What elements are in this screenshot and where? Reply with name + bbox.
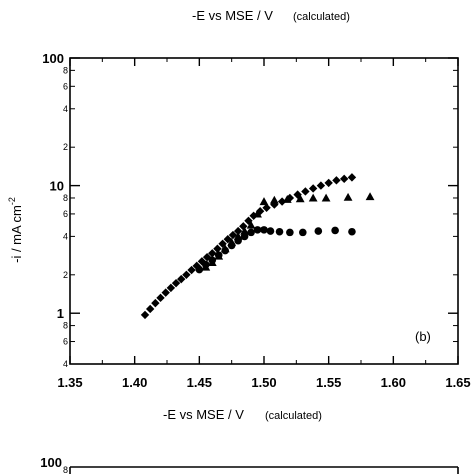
data-point-diamond [177, 274, 186, 284]
data-point-triangle [253, 209, 262, 218]
y-tick-label-1: 1 [57, 306, 64, 321]
data-point-triangle [259, 197, 269, 206]
data-point-diamond [140, 310, 150, 320]
y-minor-label: 8 [63, 321, 68, 331]
y-minor-label: 4 [63, 231, 68, 241]
data-point-diamond [332, 176, 341, 185]
y-minor-label: 2 [63, 270, 68, 280]
data-point-diamond [151, 298, 160, 308]
lower-panel-partial: 100 8 [40, 455, 459, 474]
data-point-diamond [308, 184, 318, 193]
data-point-triangle [308, 193, 318, 202]
x-tick-label-1.45: 1.45 [187, 375, 212, 390]
data-point-triangle [365, 192, 375, 201]
data-point-circle [275, 227, 284, 236]
x-tick-label-1.35: 1.35 [57, 375, 82, 390]
x-axis-ticks [69, 58, 459, 364]
data-point-diamond [228, 230, 238, 240]
y-axis-ticks [70, 57, 458, 365]
data-point-diamond [301, 187, 310, 196]
data-point-triangle [343, 192, 353, 201]
data-point-diamond [339, 174, 349, 184]
y-minor-label: 6 [63, 337, 68, 347]
data-point-diamond [145, 304, 155, 314]
panel-label: (b) [415, 329, 431, 344]
data-point-diamond [161, 288, 170, 297]
y-axis-title: -i / mA cm-2 [7, 197, 24, 263]
data-point-circle [247, 228, 255, 237]
top-axis-note: (calculated) [293, 11, 350, 23]
data-point-circle [314, 227, 323, 235]
x-axis-tick-labels: 1.35 1.40 1.45 1.50 1.55 1.60 1.65 [57, 375, 470, 390]
data-point-diamond [262, 203, 271, 213]
data-point-diamond [316, 181, 326, 190]
data-point-circle [348, 227, 356, 236]
data-point-diamond [182, 270, 191, 280]
data-point-triangle [295, 194, 305, 203]
data-point-circle [208, 256, 217, 265]
y-minor-label: 6 [63, 209, 68, 219]
data-point-diamond [233, 226, 243, 236]
data-point-triangle [269, 195, 279, 204]
y-tick-label-100: 100 [42, 51, 64, 66]
data-point-triangle [240, 226, 249, 235]
data-point-diamond [324, 178, 333, 188]
data-point-circle [253, 226, 262, 234]
x-tick-label-1.60: 1.60 [381, 375, 406, 390]
data-point-triangle [246, 220, 256, 229]
y-minor-label: 2 [63, 142, 68, 152]
data-point-circle [240, 232, 249, 241]
data-point-circle [221, 246, 229, 255]
y-minor-label: 6 [63, 81, 68, 91]
y-minor-label: 8 [63, 65, 68, 75]
data-point-diamond [277, 197, 287, 206]
series-diamond [140, 173, 357, 320]
data-point-diamond [166, 283, 176, 293]
data-point-circle [266, 227, 275, 235]
top-axis-title: -E vs MSE / V [192, 8, 273, 23]
series-circle [195, 226, 356, 274]
y-minor-label: 4 [63, 359, 68, 369]
data-point-circle [234, 236, 242, 245]
data-point-diamond [171, 278, 181, 288]
data-point-circle [260, 226, 268, 234]
x-tick-label-1.55: 1.55 [316, 375, 341, 390]
y-minor-label: 8 [63, 193, 68, 203]
data-point-diamond [156, 293, 165, 303]
lower-panel-minor-label-8: 8 [63, 465, 68, 474]
data-point-diamond [187, 265, 196, 275]
data-point-triangle [321, 193, 331, 202]
data-point-triangle [282, 194, 292, 203]
data-point-diamond [208, 249, 217, 258]
x-axis-title: -E vs MSE / V [163, 407, 244, 422]
y-tick-label-10: 10 [50, 179, 64, 194]
data-point-diamond [213, 244, 222, 253]
data-point-circle [214, 251, 223, 259]
data-point-circle [227, 241, 236, 250]
lower-panel-tick-label-100: 100 [40, 455, 62, 470]
y-minor-label: 4 [63, 104, 68, 114]
data-point-diamond [347, 173, 357, 182]
y-axis-title-group: -i / mA cm-2 [7, 197, 24, 263]
series-marks [140, 173, 375, 320]
y-axis-tick-labels: 1 10 100 4 6 8 2 4 6 8 2 4 6 8 [42, 51, 68, 369]
data-point-circle [299, 228, 307, 237]
data-point-circle [331, 226, 339, 235]
data-point-circle [195, 265, 204, 274]
x-tick-label-1.50: 1.50 [251, 375, 276, 390]
x-axis-note: (calculated) [265, 410, 322, 422]
data-point-circle [202, 260, 210, 269]
data-point-circle [286, 228, 294, 237]
x-tick-label-1.65: 1.65 [445, 375, 470, 390]
x-tick-label-1.40: 1.40 [122, 375, 147, 390]
